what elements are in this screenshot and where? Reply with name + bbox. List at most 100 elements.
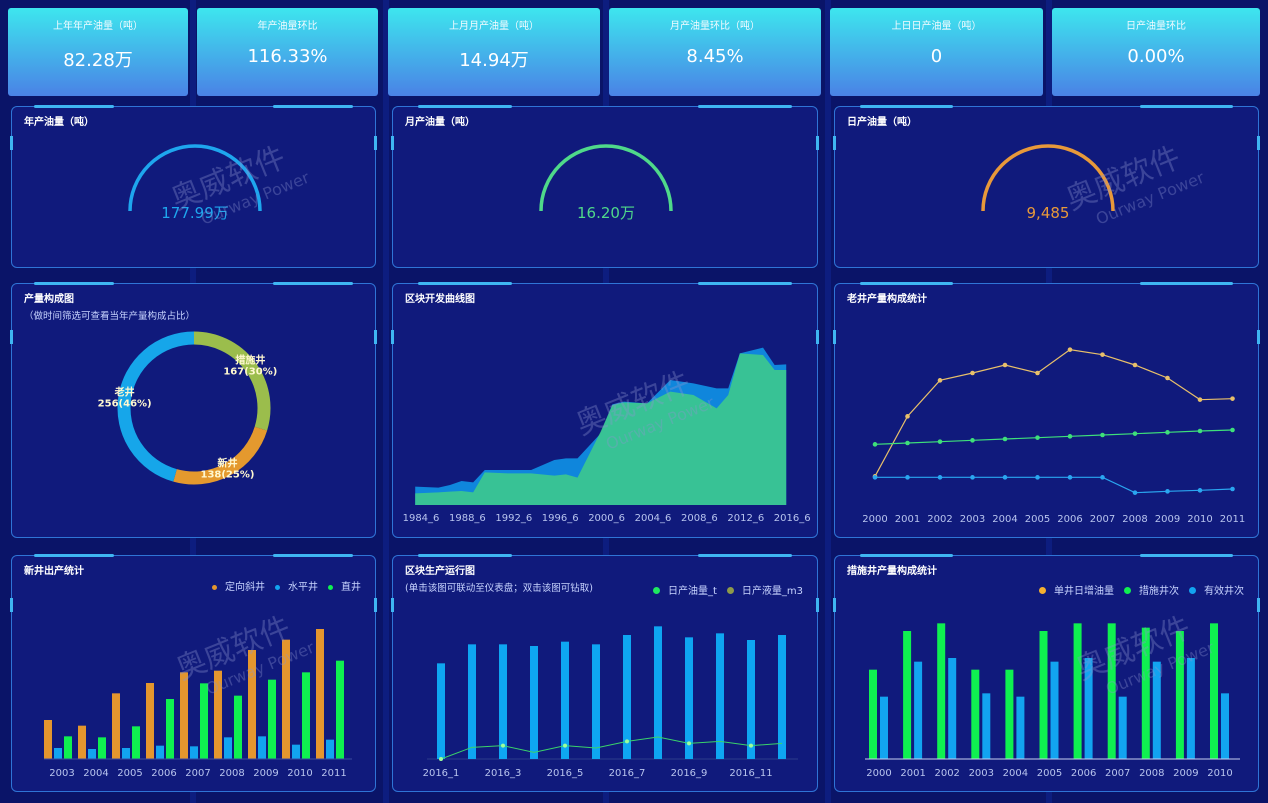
legend-item[interactable]: 单井日增油量 (1039, 582, 1114, 597)
x-tick-label: 2009 (253, 768, 278, 779)
bar (248, 650, 256, 759)
data-point (1230, 396, 1235, 401)
slice-label: 167(30%) (223, 366, 277, 377)
kpi-card: 上日日产油量（吨） 0 (830, 8, 1043, 96)
x-tick-label: 2007 (185, 768, 210, 779)
x-tick-label: 1996_6 (542, 513, 579, 524)
legend-item[interactable]: 日产油量_t (652, 582, 717, 597)
legend-item[interactable]: 措施井次 (1124, 582, 1179, 597)
bar (180, 672, 188, 759)
panel-title: 区块生产运行图 (405, 566, 475, 577)
line-series (874, 349, 1233, 477)
legend-item[interactable]: 直井 (328, 578, 361, 593)
legend-item[interactable]: 有效井次 (1189, 582, 1244, 597)
legend: 定向斜井 水平井 直井 (212, 578, 361, 593)
bar (937, 623, 946, 759)
kpi-card: 日产油量环比 0.00% (1052, 8, 1260, 96)
x-tick-label: 2001 (895, 514, 920, 525)
data-point (1067, 434, 1073, 439)
bar (326, 739, 334, 759)
bar (948, 658, 957, 759)
kpi-card: 上月月产油量（吨） 14.94万 (388, 8, 600, 96)
data-point (1165, 489, 1170, 494)
development-panel[interactable]: 区块开发曲线图 1984_6 1988_6 1992_6 1996_6 2000_6 200… (391, 282, 819, 539)
legend-label: 日产液量_m3 (741, 586, 803, 597)
x-tick-label: 2016_9 (671, 768, 708, 779)
data-point (1100, 475, 1105, 480)
data-point (937, 439, 943, 444)
bar (1005, 669, 1014, 759)
kpi-value: 14.94万 (459, 50, 529, 71)
x-tick-label: 2008 (1122, 514, 1147, 525)
bar (78, 725, 86, 759)
bar (716, 633, 724, 759)
x-tick-label: 2016_11 (729, 768, 772, 779)
x-tick-label: 2000 (866, 768, 891, 779)
bar-chart[interactable]: 2003 2004 2005 2006 2007 2008 2009 2010 2011 (12, 556, 377, 793)
legend-label: 措施井次 (1139, 586, 1179, 597)
bar (44, 720, 52, 759)
bar-line-chart[interactable]: 2016_1 2016_3 2016_5 2016_7 2016_9 2016_11 (393, 556, 819, 793)
bar (468, 644, 476, 759)
gauge-panel-day[interactable]: 日产油量（吨） 9,485 (833, 105, 1260, 268)
gauge-month: 16.20万 (539, 144, 673, 222)
x-tick-label: 2003 (960, 514, 985, 525)
bar-chart[interactable]: 2000 2001 2002 2003 2004 2005 2006 2007 2008 2009… (835, 556, 1260, 793)
x-tick-label: 2006 (151, 768, 176, 779)
data-point (1067, 347, 1073, 352)
bar (1084, 658, 1093, 759)
bar (1118, 696, 1127, 759)
bar (54, 748, 62, 759)
bar (903, 631, 912, 759)
bar (292, 744, 300, 759)
bar (132, 726, 140, 759)
bar (778, 635, 786, 759)
data-point (872, 442, 878, 447)
gauge-arc (539, 144, 673, 212)
composition-panel[interactable]: 产量构成图 （做时间筛选可查看当年产量构成占比） 措施井 167(30%) 新井 138(… (10, 282, 377, 539)
bar (200, 683, 208, 759)
legend-item[interactable]: 日产液量_m3 (726, 582, 803, 597)
line-chart[interactable]: 2000 2001 2002 2003 2004 2005 2006 2007 2008 2009… (835, 284, 1260, 539)
legend-item[interactable]: 定向斜井 (212, 578, 265, 593)
slice-name: 措施井 (235, 353, 265, 366)
measures-panel[interactable]: 措施井产量构成统计 单井日增油量 措施井次 有效井次 2000 2001 2002 2… (833, 554, 1260, 793)
bar (1152, 661, 1161, 759)
x-tick-label: 2011 (321, 768, 346, 779)
data-point (1100, 352, 1105, 357)
x-tick-label: 2009 (1155, 514, 1180, 525)
newwells-panel[interactable]: 新井出产统计 定向斜井 水平井 直井 2003 2004 2005 2006 2007 2… (10, 554, 377, 793)
bar (747, 640, 755, 759)
donut-slice (173, 426, 268, 485)
data-point (970, 370, 975, 376)
x-tick-label: 2004 (83, 768, 108, 779)
data-point (1132, 362, 1138, 368)
legend-item[interactable]: 水平井 (275, 578, 318, 593)
bar (258, 736, 266, 759)
gauge-value: 16.20万 (577, 204, 635, 222)
data-point (1165, 375, 1170, 381)
x-tick-label: 2007 (1090, 514, 1115, 525)
x-tick-label: 2004 (992, 514, 1017, 525)
oldwells-panel[interactable]: 老井产量构成统计 2000 2001 2002 2003 2004 2005 2006 2007… (833, 282, 1260, 539)
run-panel[interactable]: 区块生产运行图 (单击该图可联动至仪表盘；双击该图可钻取) 日产油量_t 日产液量… (391, 554, 819, 793)
gauge-year: 177.99万 (128, 144, 262, 222)
x-tick-label: 2005 (117, 768, 142, 779)
legend-label: 有效井次 (1204, 586, 1244, 597)
line-series (874, 429, 1233, 445)
legend: 日产油量_t 日产液量_m3 (652, 582, 803, 597)
area-chart[interactable]: 1984_6 1988_6 1992_6 1996_6 2000_6 2004_6 2008… (393, 284, 819, 539)
x-tick-label: 2001 (900, 768, 925, 779)
gauge-panel-year[interactable]: 年产油量（吨） 177.99万 (10, 105, 377, 268)
bar (1186, 658, 1195, 759)
bar (1107, 623, 1116, 759)
data-point (1002, 475, 1008, 480)
gauge-panel-month[interactable]: 月产油量（吨） 16.20万 (391, 105, 819, 268)
bar (166, 699, 174, 759)
panel-title: 年产油量（吨） (24, 117, 94, 128)
gauge-day: 9,485 (981, 144, 1115, 222)
x-tick-label: 2008 (1139, 768, 1164, 779)
data-point (872, 475, 878, 480)
bar (623, 635, 631, 759)
